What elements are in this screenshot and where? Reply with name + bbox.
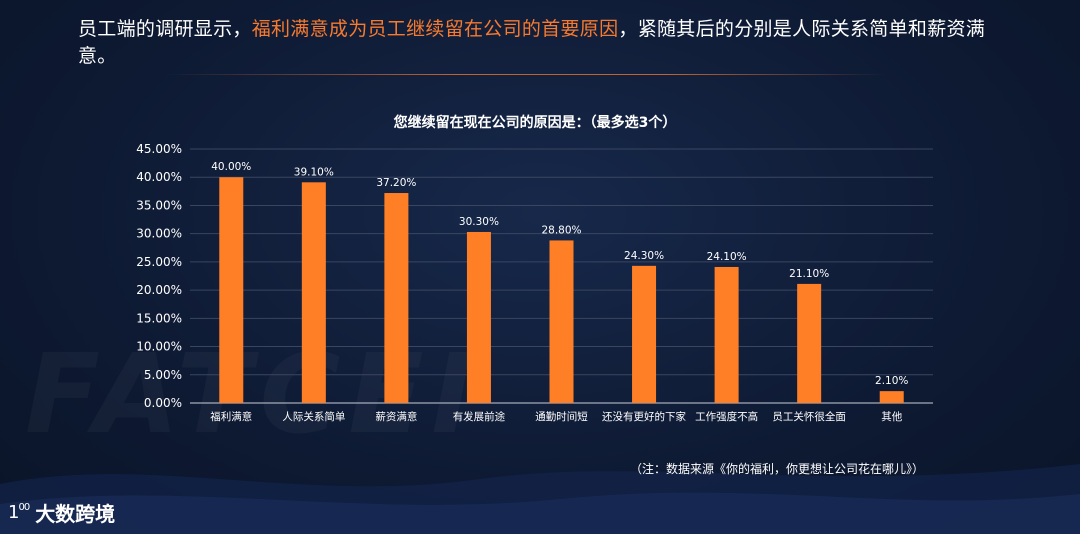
y-tick-label: 0.00% <box>144 396 182 410</box>
x-tick-label: 薪资满意 <box>375 410 417 423</box>
bar <box>879 391 904 403</box>
headline: 员工端的调研显示，福利满意成为员工继续留在公司的首要原因，紧随其后的分别是人际关… <box>78 16 1018 70</box>
data-label: 30.30% <box>459 216 499 228</box>
headline-divider <box>165 74 885 75</box>
data-label: 2.10% <box>875 375 908 387</box>
data-label: 28.80% <box>541 224 581 236</box>
bar <box>301 182 326 403</box>
x-tick-label: 工作强度不高 <box>695 410 758 423</box>
x-tick-label: 还没有更好的下家 <box>602 410 686 423</box>
data-label: 24.30% <box>624 250 664 262</box>
y-tick-label: 25.00% <box>136 255 182 269</box>
bar <box>714 266 739 403</box>
headline-highlight: 福利满意成为员工继续留在公司的首要原因 <box>251 18 619 40</box>
y-tick-label: 5.00% <box>144 368 182 382</box>
bar-chart: 您继续留在现在公司的原因是：（最多选3个） 0.00% 5.00% 10.00% 15.… <box>136 114 933 423</box>
x-tick-label: 通勤时间短 <box>535 410 588 423</box>
bar <box>384 193 409 403</box>
bar <box>632 265 657 403</box>
y-tick-label: 20.00% <box>136 283 182 297</box>
y-tick-label: 15.00% <box>136 311 182 325</box>
bar <box>466 231 491 403</box>
wave-decoration <box>0 464 1080 534</box>
source-note: （注：数据来源《你的福利，你更想让公司花在哪儿》） <box>630 462 925 476</box>
bar <box>797 283 822 403</box>
x-tick-label: 有发展前途 <box>453 410 506 423</box>
headline-prefix: 员工端的调研显示， <box>78 18 252 40</box>
y-tick-label: 10.00% <box>136 340 182 354</box>
headline-suffix: ，紧随其后的分别是人际关系简单和薪资满意。 <box>78 18 986 67</box>
data-label: 24.10% <box>707 251 747 263</box>
bar <box>219 177 244 403</box>
brand: 100 大数跨境 <box>8 498 115 527</box>
data-label: 39.10% <box>294 166 334 178</box>
y-tick-label: 35.00% <box>136 198 182 212</box>
brand-name: 大数跨境 <box>35 502 116 526</box>
chart-title: 您继续留在现在公司的原因是：（最多选3个） <box>394 114 677 131</box>
x-tick-label: 人际关系简单 <box>282 410 345 423</box>
y-tick-label: 45.00% <box>136 142 182 156</box>
data-label: 21.10% <box>789 268 829 280</box>
data-label: 37.20% <box>376 177 416 189</box>
y-tick-label: 30.00% <box>136 227 182 241</box>
data-label: 40.00% <box>211 161 251 173</box>
x-tick-label: 其他 <box>881 410 902 423</box>
x-tick-label: 福利满意 <box>210 410 252 423</box>
brand-logo-icon: 100 <box>8 502 30 523</box>
bar <box>549 240 574 403</box>
x-tick-label: 员工关怀很全面 <box>772 410 846 423</box>
y-tick-label: 40.00% <box>136 170 182 184</box>
